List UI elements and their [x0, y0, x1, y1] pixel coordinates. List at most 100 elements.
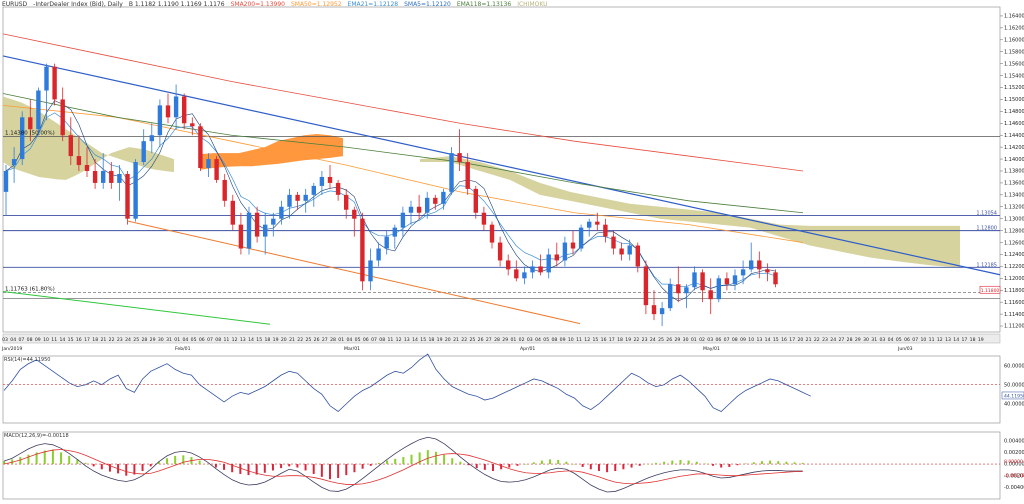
macd-histogram-bar [508, 464, 511, 468]
macd-histogram-bar [84, 462, 87, 465]
macd-histogram-bar [19, 457, 22, 465]
y-tick-label: 1.11600 [1004, 300, 1024, 306]
x-tick-label: 28 [141, 337, 147, 343]
x-tick-label: 04 [182, 337, 188, 343]
macd-histogram-bar [703, 463, 706, 465]
x-tick-label: 27 [322, 337, 328, 343]
macd-histogram-bar [223, 464, 226, 470]
candle-body [514, 269, 519, 279]
x-tick-label: 03 [879, 337, 885, 343]
candle-body [109, 170, 114, 183]
candle-body [400, 212, 406, 228]
macd-histogram-bar [801, 462, 804, 465]
macd-histogram-bar [434, 451, 437, 465]
x-tick-label: 18 [617, 337, 623, 343]
x-tick-label: 22 [633, 337, 639, 343]
candle-body [60, 99, 65, 136]
rsi-line [3, 353, 812, 413]
macd-pane[interactable]: MACD(12,26,9)=-0.00118 0.00400 0.00200 0.00… [2, 431, 1024, 500]
macd-histogram-bar [630, 464, 633, 468]
candle-body [765, 269, 770, 273]
macd-histogram-bar [353, 464, 356, 473]
x-tick-label: 15 [592, 337, 598, 343]
x-tick-label: 25 [133, 337, 139, 343]
candle-body [416, 206, 422, 213]
pane-frame [2, 431, 1001, 500]
x-tick-label: 05 [191, 337, 197, 343]
x-tick-label: 14 [953, 337, 959, 343]
candle-body [20, 117, 25, 160]
x-tick-label: 18 [92, 337, 98, 343]
y-tick-label: 1.13800 [1004, 169, 1024, 175]
candle-body [578, 227, 584, 249]
fibo-annotation: 1.11763 (61.80%) [5, 286, 55, 292]
rsi-pane[interactable]: RSI(14)=44.11950 60.00000 50.00000 40.00000… [2, 353, 1024, 424]
macd-histogram-bar [557, 459, 560, 465]
macd-histogram-bar [361, 464, 364, 469]
x-tick-label: 23 [822, 337, 828, 343]
y-tick-label: 1.14600 [1004, 121, 1024, 127]
candle-body [570, 242, 576, 249]
candle-body [327, 176, 333, 183]
macd-histogram-bar [769, 460, 772, 465]
x-tick-label: 28 [847, 337, 853, 343]
macd-histogram-bar [231, 464, 234, 473]
y-tick-label: 1.14000 [1004, 157, 1024, 163]
x-tick-label: 12 [232, 337, 238, 343]
candle-body [740, 269, 746, 276]
candle-body [303, 194, 308, 201]
macd-histogram-bar [720, 464, 723, 468]
macd-histogram-bar [108, 464, 111, 472]
y-tick-label: 1.12000 [1004, 276, 1024, 282]
x-tick-label: 02 [519, 337, 525, 343]
pane-frame [2, 6, 1001, 333]
x-tick-label: 24 [650, 337, 656, 343]
x-tick-label: 09 [35, 337, 41, 343]
x-tick-label: 25 [469, 337, 475, 343]
price-pane[interactable]: 1.13054 1.12800 1.12185 1.14380 (50.00%) 1.1… [1, 6, 1024, 352]
candle-body [165, 105, 171, 118]
candle-body [254, 212, 260, 237]
x-tick-label: 19 [978, 337, 984, 343]
x-tick-label: 04 [346, 337, 352, 343]
indicator-label: SMA5=1.12120 [404, 1, 451, 8]
y-tick-label: 1.14800 [1004, 109, 1024, 115]
candle-body [627, 245, 632, 255]
x-tick-label: 08 [551, 337, 557, 343]
macd-histogram-bar [51, 449, 54, 465]
indicator-label: ICHIMOKU [517, 1, 548, 8]
macd-histogram-bar [785, 461, 788, 465]
x-tick-label: 15 [68, 337, 74, 343]
candle-body [433, 197, 438, 204]
y-tick-label: 1.15200 [1004, 85, 1024, 91]
candle-body [101, 170, 106, 183]
macd-histogram-bar [728, 464, 731, 467]
macd-histogram-bar [695, 461, 698, 465]
macd-macd-line [3, 436, 803, 493]
x-tick-label: 12 [584, 337, 590, 343]
x-tick-label: 08 [215, 337, 221, 343]
candle-body [659, 308, 665, 315]
month-label: Jun/03 [897, 346, 913, 352]
macd-histogram-bar [337, 464, 340, 479]
macd-histogram-bar [394, 458, 397, 465]
macd-histogram-bar [410, 454, 413, 465]
x-tick-label: 11 [51, 337, 57, 343]
y-tick-label: 1.12400 [1004, 252, 1024, 258]
macd-histogram-bar [744, 463, 747, 465]
x-tick-label: 04 [10, 337, 16, 343]
x-tick-label: 20 [281, 337, 287, 343]
x-tick-label: 26 [666, 337, 672, 343]
x-tick-label: 13 [756, 337, 762, 343]
rsi-y-tick-label: 50.00000 [1004, 382, 1024, 388]
x-tick-label: 23 [642, 337, 648, 343]
x-tick-label: 14 [765, 337, 771, 343]
x-tick-label: 07 [724, 337, 730, 343]
x-tick-label: 18 [428, 337, 434, 343]
moving-average-sma200 [2, 33, 804, 172]
macd-histogram-bar [60, 452, 63, 465]
candle-body [271, 218, 276, 225]
macd-histogram-bar [312, 464, 315, 474]
x-tick-label: 13 [240, 337, 246, 343]
